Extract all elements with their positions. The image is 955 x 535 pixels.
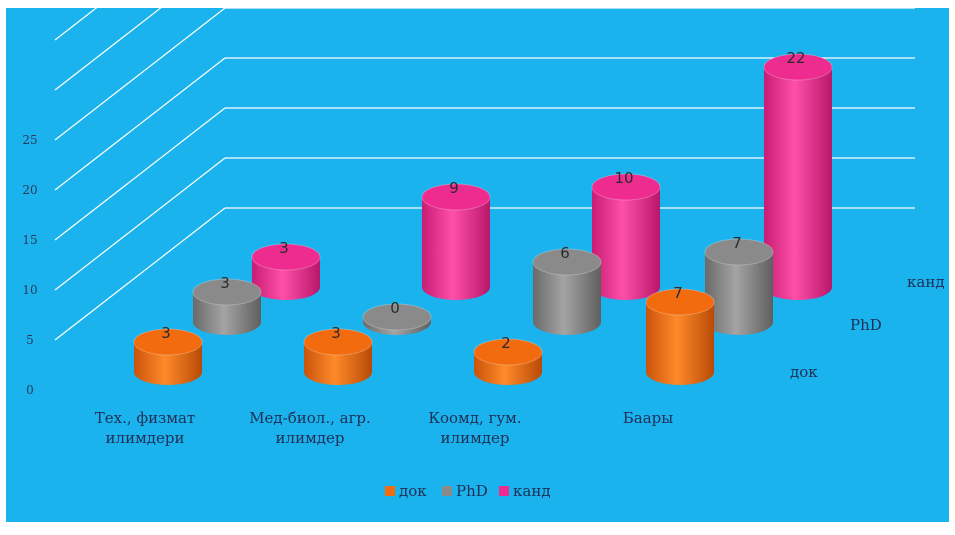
legend-label: PhD [456,482,488,500]
gridline-wall [54,0,108,41]
data-label: 3 [220,274,230,292]
depth-axis-label: канд [907,273,945,291]
y-tick-label: 10 [22,283,37,297]
depth-axis-label: PhD [850,316,882,334]
data-label: 2 [501,334,511,352]
legend-swatch [499,486,509,496]
legend-item: канд [499,482,551,500]
y-tick-label: 25 [22,133,37,147]
data-label: 3 [279,239,289,257]
data-label: 3 [331,324,341,342]
legend-label: канд [513,482,551,500]
data-label: 6 [560,244,570,262]
category-label: Баары [623,409,674,427]
y-tick-label: 0 [26,383,34,397]
gridline-wall [54,207,226,341]
gridline-wall [54,57,226,191]
y-tick-label: 20 [22,183,37,197]
bar-3-series-1 [473,338,543,385]
bar-4-series-3 [763,53,833,300]
bar-3-series-3 [591,173,661,300]
data-label: 22 [786,49,805,67]
bar-1-series-2 [192,278,262,335]
depth-axis-label: док [790,363,818,381]
bar-4-series-2 [704,238,774,335]
bar-2-series-3 [421,183,491,300]
data-label: 9 [449,179,459,197]
bar-3-series-2 [532,248,602,335]
gridline-wall [54,107,226,241]
y-tick-label: 15 [22,233,37,247]
data-label: 7 [732,234,742,252]
labels-layer: 0 5 10 15 20 25 3 9 10 22 3 0 6 7 3 3 2 7 Тех., физмат илим… [22,49,944,447]
category-label: Коомд, гум. илимдер [428,409,521,447]
y-tick-label: 5 [26,333,34,347]
category-label: Тех., физмат илимдери [95,409,195,447]
legend-label: док [399,482,427,500]
gridline-wall [54,157,226,291]
category-label: Мед-биол., агр. илимдер [249,409,371,447]
legend-swatch [385,486,395,496]
data-label: 0 [390,299,400,317]
gridline-wall [54,0,172,91]
bar-1-series-3 [251,243,321,300]
bar-2-series-2 [362,303,432,335]
legend-swatch [442,486,452,496]
data-label: 7 [673,284,683,302]
data-label: 3 [161,324,171,342]
grid-layer [54,0,915,341]
data-label: 10 [614,169,633,187]
bar-2-series-1 [303,328,373,385]
bar-1-series-1 [133,328,203,385]
legend-item: док [385,482,427,500]
legend-item: PhD [442,482,488,500]
legend: док PhD канд [385,482,551,500]
gridline-wall [54,7,226,141]
bar-4-series-1 [645,288,715,385]
bars-layer [133,53,833,385]
